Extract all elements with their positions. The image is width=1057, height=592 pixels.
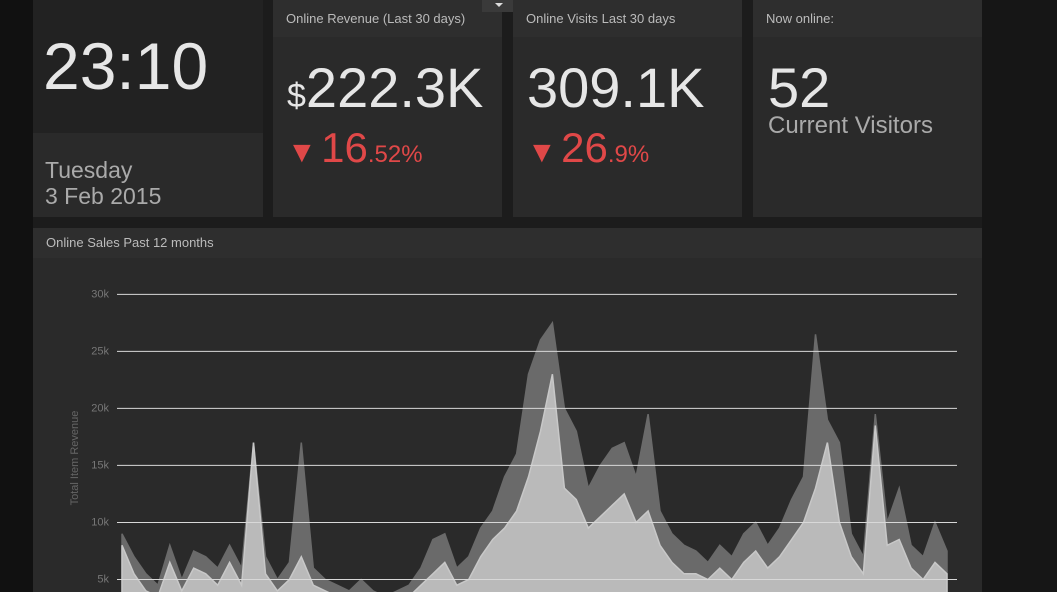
change-fraction: .9%: [607, 141, 650, 168]
metric-value: 222.3K: [305, 56, 484, 119]
y-tick-label: 25k: [91, 345, 109, 357]
change-fraction: .52%: [367, 141, 423, 168]
change-main: 26: [561, 124, 608, 171]
metric: $222.3K: [287, 55, 483, 120]
right-strip: [982, 0, 1057, 592]
chart: Total Item Revenue 5k 10k 15k 20k 25k 30k: [69, 288, 957, 592]
tile-header: [513, 0, 742, 37]
arrow: ▼: [527, 136, 557, 169]
weekday: Tuesday: [45, 157, 133, 183]
y-tick-label: 10k: [91, 516, 109, 528]
y-tick-label: 30k: [91, 288, 109, 300]
tile-label: Online Revenue (Last 30 days): [286, 11, 466, 26]
visits-tile: Online Visits Last 30 days 309.1K ▼ 26.9…: [513, 0, 742, 217]
metric-value: 309.1K: [527, 56, 705, 119]
tile-header: [753, 0, 982, 37]
chart-title: Online Sales Past 12 months: [46, 235, 214, 250]
clock-tile: 23:10: [33, 0, 263, 133]
arrow: ▼: [287, 136, 317, 169]
date-tile: Tuesday 3 Feb 2015: [33, 133, 263, 217]
y-tick-label: 20k: [91, 402, 109, 414]
metric-value: 52: [768, 56, 831, 119]
tile-label: Online Visits Last 30 days: [526, 11, 676, 26]
plot-area: [121, 320, 948, 592]
change-main: 16: [321, 124, 368, 171]
change: ▼ 16.52%: [287, 124, 423, 172]
caption: Current Visitors: [768, 112, 933, 139]
handle[interactable]: [482, 0, 516, 12]
left-strip: [0, 0, 33, 592]
time: 23:10: [43, 29, 209, 103]
area: [121, 374, 948, 592]
handle-icon: [495, 3, 503, 7]
currency: $: [287, 77, 306, 115]
y-axis-label: Total Item Revenue: [69, 411, 81, 506]
online-tile: Now online: 52 Current Visitors: [753, 0, 982, 217]
y-tick-label: 15k: [91, 459, 109, 471]
tile-label: Now online:: [766, 11, 834, 26]
y-tick-label: 5k: [97, 573, 109, 585]
date: 3 Feb 2015: [45, 183, 162, 209]
panel-header: [33, 228, 982, 258]
tile-header: [273, 0, 502, 37]
revenue-tile: Online Revenue (Last 30 days) $222.3K ▼ …: [273, 0, 502, 217]
change: ▼ 26.9%: [527, 124, 649, 172]
